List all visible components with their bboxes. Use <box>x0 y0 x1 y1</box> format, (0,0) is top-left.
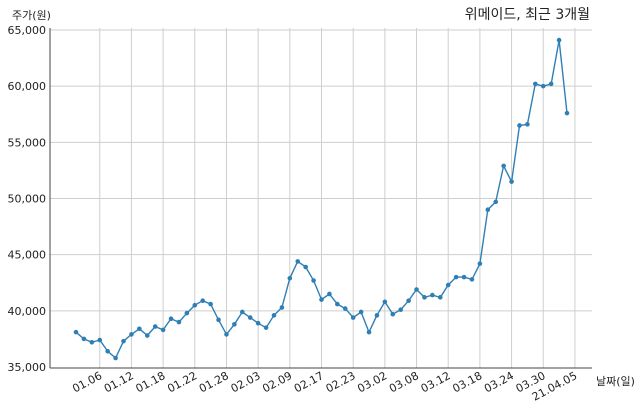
data-point <box>556 37 562 43</box>
data-point <box>113 355 118 361</box>
x-tick-label: 01.28 <box>197 369 231 395</box>
data-point <box>168 316 174 321</box>
data-point <box>445 282 451 288</box>
x-tick-label: 03.08 <box>387 369 421 395</box>
data-point <box>517 123 522 128</box>
tick-layer: 35,000 40,000 45,000 50,000 55,000 60,000 65,0… <box>8 24 580 404</box>
data-point <box>327 291 332 297</box>
data-point <box>374 313 380 318</box>
data-point <box>437 295 443 300</box>
x-tick-label: 02.09 <box>260 369 294 395</box>
data-point <box>224 332 229 337</box>
x-tick-label: 03.12 <box>419 369 453 395</box>
chart-title: 위메이드, 최근 3개월 <box>465 7 590 23</box>
x-tick-label: 03.24 <box>482 369 516 395</box>
data-point <box>279 305 285 310</box>
data-point <box>105 348 110 354</box>
data-point <box>216 317 221 323</box>
x-tick-label: 03.02 <box>355 369 389 395</box>
data-point <box>342 306 348 311</box>
data-point <box>232 322 237 327</box>
data-point <box>469 277 475 282</box>
data-point <box>97 337 103 343</box>
data-point <box>247 315 253 320</box>
x-tick-label: 02.17 <box>292 369 326 395</box>
data-point <box>548 81 554 87</box>
data-point <box>319 297 324 302</box>
data-point <box>509 179 514 184</box>
data-point <box>287 275 293 281</box>
data-point <box>192 302 198 308</box>
data-point <box>453 274 459 280</box>
x-axis-label: 날짜(일) <box>596 374 635 388</box>
data-point <box>525 122 530 127</box>
data-point <box>406 298 411 304</box>
data-point <box>129 332 134 337</box>
data-point <box>73 329 79 335</box>
data-point <box>208 301 213 307</box>
y-tick-label: 65,000 <box>8 24 47 37</box>
y-tick-label: 45,000 <box>8 249 47 262</box>
data-point <box>271 313 277 318</box>
data-point <box>176 319 182 325</box>
data-point <box>540 83 546 89</box>
data-point <box>493 199 499 205</box>
data-point <box>477 261 483 266</box>
data-point <box>414 287 419 292</box>
data-point <box>303 264 308 270</box>
axis-layer <box>49 28 592 369</box>
y-tick-label: 35,000 <box>8 361 47 374</box>
data-point <box>564 110 570 116</box>
x-tick-label: 02.23 <box>324 369 358 395</box>
data-point <box>422 295 427 300</box>
data-point <box>144 333 150 338</box>
data-point <box>295 259 301 264</box>
data-point <box>398 307 403 313</box>
x-tick-label: 01.12 <box>102 369 136 395</box>
data-point <box>485 207 491 213</box>
data-point <box>311 278 316 283</box>
data-point <box>335 301 340 307</box>
data-point <box>160 327 166 333</box>
data-point <box>255 320 261 326</box>
data-point <box>366 329 372 335</box>
data-point <box>200 298 206 304</box>
data-point <box>240 309 245 315</box>
series-layer <box>73 37 570 361</box>
data-point <box>382 299 388 305</box>
data-point <box>89 339 95 345</box>
x-tick-label: 02.03 <box>229 369 263 395</box>
data-point <box>263 325 269 330</box>
data-point <box>430 292 435 298</box>
data-point <box>501 163 506 169</box>
data-point <box>390 311 396 317</box>
y-tick-label: 55,000 <box>8 136 47 149</box>
y-tick-label: 40,000 <box>8 305 47 318</box>
data-point <box>184 310 190 316</box>
data-point <box>461 274 467 280</box>
grid-layer <box>50 28 592 368</box>
data-point <box>81 336 87 342</box>
data-point <box>358 309 364 315</box>
x-tick-label: 01.22 <box>165 369 199 395</box>
x-tick-label: 01.06 <box>70 369 104 395</box>
data-point <box>121 338 126 344</box>
x-tick-label: 01.18 <box>134 369 168 395</box>
data-point <box>152 324 158 329</box>
data-point <box>137 326 142 332</box>
y-axis-label: 주가(원) <box>12 9 51 22</box>
data-point <box>533 81 538 87</box>
data-point <box>350 315 356 320</box>
y-tick-label: 50,000 <box>8 193 47 206</box>
x-tick-label: 03.18 <box>450 369 484 395</box>
y-tick-label: 60,000 <box>8 80 47 93</box>
